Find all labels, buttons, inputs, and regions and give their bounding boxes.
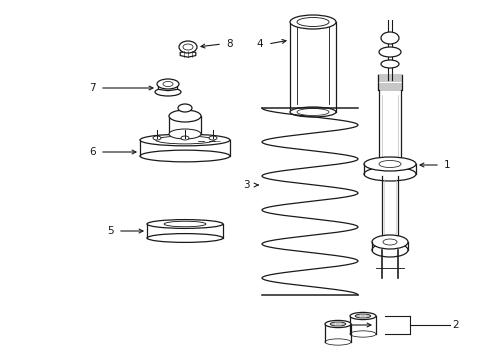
- Ellipse shape: [383, 239, 397, 245]
- Ellipse shape: [140, 150, 230, 162]
- Polygon shape: [180, 51, 196, 57]
- Ellipse shape: [183, 44, 193, 50]
- Ellipse shape: [156, 136, 214, 144]
- Polygon shape: [158, 85, 177, 91]
- Text: 3: 3: [244, 180, 250, 190]
- Ellipse shape: [379, 47, 401, 57]
- Text: 1: 1: [444, 160, 451, 170]
- Ellipse shape: [164, 221, 206, 227]
- Ellipse shape: [178, 104, 192, 112]
- Text: 8: 8: [226, 39, 233, 49]
- Ellipse shape: [379, 161, 401, 167]
- Ellipse shape: [169, 129, 201, 139]
- Text: 7: 7: [89, 83, 96, 93]
- Ellipse shape: [209, 136, 217, 140]
- Ellipse shape: [153, 136, 161, 140]
- Ellipse shape: [355, 314, 371, 318]
- Ellipse shape: [330, 322, 346, 326]
- Ellipse shape: [325, 320, 351, 328]
- Ellipse shape: [364, 157, 416, 171]
- Ellipse shape: [372, 235, 408, 249]
- Text: 5: 5: [107, 226, 114, 236]
- Text: 2: 2: [452, 320, 459, 330]
- Ellipse shape: [325, 339, 351, 345]
- Ellipse shape: [290, 107, 336, 117]
- Ellipse shape: [350, 312, 376, 320]
- Ellipse shape: [290, 15, 336, 29]
- Ellipse shape: [147, 234, 223, 242]
- Ellipse shape: [350, 331, 376, 337]
- Ellipse shape: [155, 88, 181, 96]
- Ellipse shape: [169, 110, 201, 122]
- Ellipse shape: [297, 18, 329, 27]
- Text: 4: 4: [256, 39, 263, 49]
- Ellipse shape: [147, 220, 223, 228]
- Ellipse shape: [381, 32, 399, 44]
- Ellipse shape: [372, 243, 408, 257]
- Ellipse shape: [181, 136, 189, 140]
- Ellipse shape: [179, 41, 197, 53]
- Ellipse shape: [364, 167, 416, 181]
- Ellipse shape: [157, 79, 179, 89]
- Text: 6: 6: [89, 147, 96, 157]
- Ellipse shape: [297, 108, 329, 116]
- Ellipse shape: [381, 60, 399, 68]
- Ellipse shape: [163, 81, 173, 86]
- Ellipse shape: [140, 134, 230, 146]
